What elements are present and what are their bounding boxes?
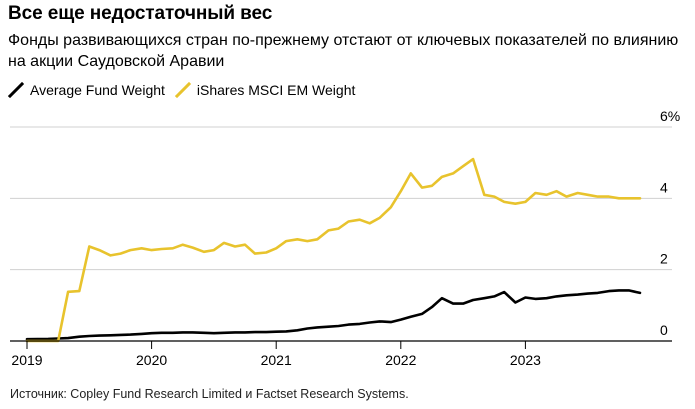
series-line-ishares-msci-em-weight xyxy=(25,157,642,343)
x-tick-label-2021: 2021 xyxy=(261,352,292,368)
y-tick-label-2: 2 xyxy=(660,251,668,267)
grid-lines xyxy=(10,126,672,271)
x-tick-label-2023: 2023 xyxy=(510,352,541,368)
x-tick-label-2022: 2022 xyxy=(385,352,416,368)
x-tick-label-2019: 2019 xyxy=(11,352,42,368)
legend-label-average: Average Fund Weight xyxy=(30,82,165,98)
legend-swatch-average-icon xyxy=(8,82,24,98)
legend-item-average: Average Fund Weight xyxy=(8,82,165,98)
y-axis-tick-labels: 0 2 4 6% xyxy=(660,108,680,338)
series-lines xyxy=(25,157,642,343)
x-tick-label-2020: 2020 xyxy=(136,352,167,368)
source-note: Источник: Copley Fund Research Limited и… xyxy=(10,387,409,401)
y-tick-label-6: 6% xyxy=(660,108,680,124)
legend: Average Fund Weight iShares MSCI EM Weig… xyxy=(8,81,365,99)
series-line-average-fund-weight xyxy=(25,289,642,341)
legend-swatch-ishares-icon xyxy=(174,82,191,98)
chart-subtitle: Фонды развивающихся стран по-прежнему от… xyxy=(8,32,679,70)
x-axis: 2019 2020 2021 2022 2023 xyxy=(10,340,672,368)
y-tick-label-4: 4 xyxy=(660,179,668,195)
chart-title: Все еще недостаточный вес xyxy=(8,3,273,24)
legend-item-ishares: iShares MSCI EM Weight xyxy=(174,82,356,98)
y-tick-label-0: 0 xyxy=(660,322,668,338)
legend-label-ishares: iShares MSCI EM Weight xyxy=(196,82,356,98)
